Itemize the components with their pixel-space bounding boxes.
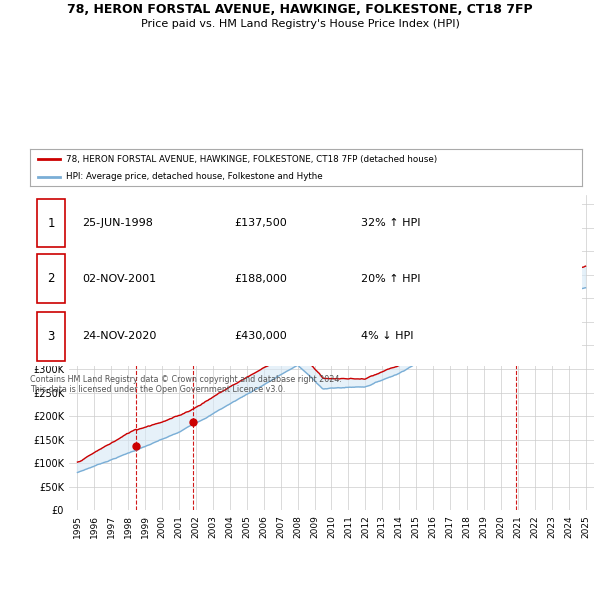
Text: Contains HM Land Registry data © Crown copyright and database right 2024.
This d: Contains HM Land Registry data © Crown c… — [30, 375, 342, 394]
Text: £137,500: £137,500 — [234, 218, 287, 228]
Text: 2: 2 — [190, 208, 197, 218]
Text: 4% ↓ HPI: 4% ↓ HPI — [361, 331, 414, 341]
Text: 32% ↑ HPI: 32% ↑ HPI — [361, 218, 421, 228]
Text: £188,000: £188,000 — [234, 274, 287, 284]
Text: 20% ↑ HPI: 20% ↑ HPI — [361, 274, 421, 284]
Text: 1: 1 — [47, 217, 55, 230]
Text: 2: 2 — [47, 272, 55, 286]
Text: Price paid vs. HM Land Registry's House Price Index (HPI): Price paid vs. HM Land Registry's House … — [140, 19, 460, 29]
FancyBboxPatch shape — [37, 199, 65, 247]
FancyBboxPatch shape — [37, 254, 65, 303]
Text: 78, HERON FORSTAL AVENUE, HAWKINGE, FOLKESTONE, CT18 7FP (detached house): 78, HERON FORSTAL AVENUE, HAWKINGE, FOLK… — [66, 155, 437, 163]
Text: 3: 3 — [47, 330, 55, 343]
FancyBboxPatch shape — [37, 312, 65, 360]
Text: 1: 1 — [133, 208, 140, 218]
Text: HPI: Average price, detached house, Folkestone and Hythe: HPI: Average price, detached house, Folk… — [66, 172, 323, 181]
Text: 24-NOV-2020: 24-NOV-2020 — [82, 331, 157, 341]
Text: 3: 3 — [513, 208, 520, 218]
Text: £430,000: £430,000 — [234, 331, 287, 341]
Text: 78, HERON FORSTAL AVENUE, HAWKINGE, FOLKESTONE, CT18 7FP: 78, HERON FORSTAL AVENUE, HAWKINGE, FOLK… — [67, 3, 533, 16]
Text: 25-JUN-1998: 25-JUN-1998 — [82, 218, 154, 228]
Text: 02-NOV-2001: 02-NOV-2001 — [82, 274, 157, 284]
